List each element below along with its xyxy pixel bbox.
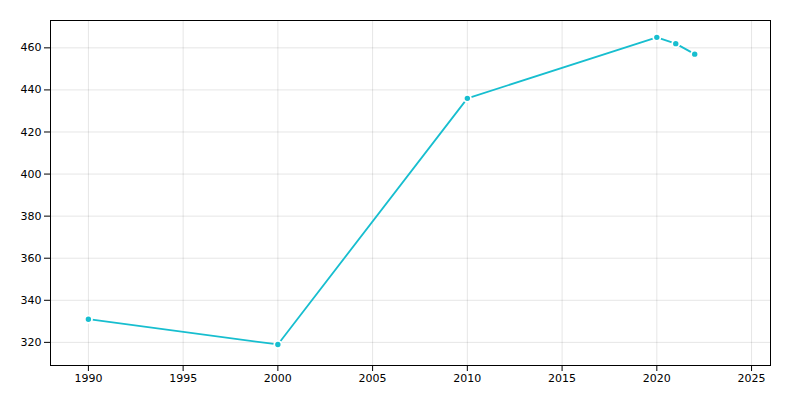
svg-text:2005: 2005 [359,372,387,385]
svg-text:320: 320 [21,336,42,349]
svg-text:2010: 2010 [453,372,481,385]
svg-text:2000: 2000 [264,372,292,385]
svg-text:2025: 2025 [738,372,766,385]
svg-text:340: 340 [21,294,42,307]
svg-text:420: 420 [21,126,42,139]
svg-text:1995: 1995 [169,372,197,385]
svg-text:2020: 2020 [643,372,671,385]
svg-text:460: 460 [21,41,42,54]
svg-text:2015: 2015 [548,372,576,385]
svg-text:440: 440 [21,83,42,96]
svg-text:400: 400 [21,168,42,181]
svg-text:360: 360 [21,252,42,265]
svg-text:380: 380 [21,210,42,223]
svg-text:1990: 1990 [74,372,102,385]
